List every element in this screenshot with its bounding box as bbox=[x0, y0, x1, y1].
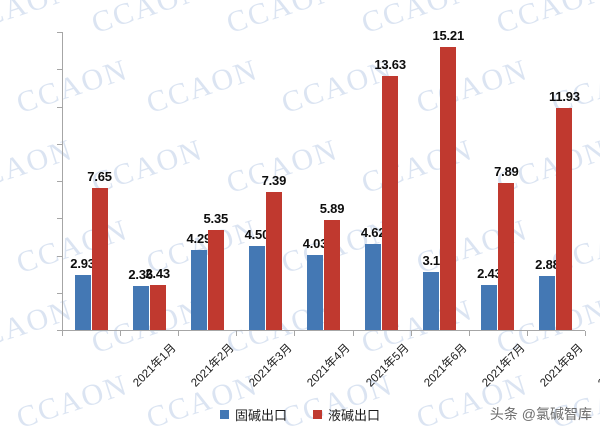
bar-value-label: 15.21 bbox=[432, 27, 464, 43]
bar-value-label: 2.93 bbox=[70, 256, 95, 272]
x-axis-tick-mark bbox=[469, 331, 470, 336]
x-axis-category-label: 2021年2月 bbox=[189, 342, 237, 390]
x-axis-category-label: 2021年7月 bbox=[479, 342, 528, 390]
bar-solid-alkali-export bbox=[365, 243, 382, 330]
bar-value-label: 3.1 bbox=[422, 253, 440, 269]
bar-value-label: 2.43 bbox=[477, 265, 502, 281]
bar-value-label: 4.50 bbox=[244, 227, 270, 243]
y-axis-tick-mark bbox=[57, 256, 62, 257]
x-axis-category-label: 2021年4月 bbox=[305, 342, 353, 390]
bar-value-label: 4.03 bbox=[302, 235, 328, 251]
legend-item[interactable]: 固碱出口 bbox=[219, 405, 287, 424]
bar-liquid-alkali-export bbox=[207, 230, 224, 330]
bar-value-label: 13.63 bbox=[374, 57, 406, 73]
x-axis-tick-mark bbox=[411, 331, 412, 336]
x-axis-category-label: 2021年5月 bbox=[363, 342, 412, 390]
x-axis-tick-mark bbox=[236, 331, 237, 336]
bar-liquid-alkali-export bbox=[440, 46, 457, 330]
x-axis-line bbox=[62, 330, 585, 331]
bar-solid-alkali-export bbox=[539, 276, 556, 330]
bar-value-label: 11.93 bbox=[549, 88, 580, 104]
bar-value-label: 4.29 bbox=[186, 231, 212, 247]
bar-value-label: 5.89 bbox=[319, 201, 345, 217]
bar-liquid-alkali-export bbox=[556, 107, 573, 330]
x-axis-tick-mark bbox=[353, 331, 354, 336]
y-axis-tick-mark bbox=[57, 181, 62, 182]
y-axis-tick-mark bbox=[57, 144, 62, 145]
y-axis-tick-mark bbox=[57, 69, 62, 70]
plot-area: 2.93 7.65 2.36 2.43 4.29 5.35 4.50 7.39 4.03 5.89… bbox=[62, 28, 585, 330]
legend-label: 液碱出口 bbox=[328, 408, 381, 423]
bar-value-label: 2.88 bbox=[535, 257, 560, 273]
bar-liquid-alkali-export bbox=[91, 187, 108, 330]
bar-liquid-alkali-export bbox=[382, 76, 399, 330]
x-axis-tick-mark bbox=[527, 331, 528, 336]
y-axis-line bbox=[62, 32, 63, 331]
bar-value-label: 2.36 bbox=[128, 267, 153, 283]
x-axis-tick-mark bbox=[120, 331, 121, 336]
legend-swatch-icon bbox=[219, 410, 229, 419]
bar-solid-alkali-export bbox=[74, 275, 91, 330]
legend-swatch-icon bbox=[313, 410, 322, 419]
bar-solid-alkali-export bbox=[423, 272, 440, 330]
x-axis-category-label: 2021年9月 bbox=[596, 342, 600, 390]
bar-solid-alkali-export bbox=[307, 254, 323, 330]
y-axis-tick-mark bbox=[57, 107, 62, 108]
y-axis-tick-mark bbox=[57, 218, 62, 219]
bar-value-label: 5.35 bbox=[203, 211, 229, 227]
bar-liquid-alkali-export bbox=[498, 183, 515, 330]
x-axis-tick-mark bbox=[294, 331, 295, 336]
y-axis-tick-mark bbox=[57, 293, 62, 294]
y-axis-tick-mark bbox=[57, 32, 62, 33]
bar-value-label: 4.62 bbox=[360, 224, 386, 240]
bar-solid-alkali-export bbox=[190, 250, 207, 330]
y-axis-tick-mark bbox=[57, 330, 62, 331]
bar-solid-alkali-export bbox=[132, 286, 149, 330]
chart-legend: 固碱出口 液碱出口 bbox=[0, 405, 600, 424]
x-axis-tick-mark bbox=[178, 331, 179, 336]
x-axis-category-label: 2021年3月 bbox=[247, 342, 295, 390]
bar-liquid-alkali-export bbox=[149, 284, 166, 330]
x-axis-category-label: 2021年8月 bbox=[538, 342, 586, 390]
bar-liquid-alkali-export bbox=[324, 220, 340, 330]
bar-value-label: 7.65 bbox=[87, 168, 112, 184]
attribution-text: 头条 @氯碱智库 bbox=[489, 406, 592, 422]
bar-solid-alkali-export bbox=[481, 284, 498, 330]
legend-item[interactable]: 液碱出口 bbox=[313, 405, 380, 424]
x-axis-tick-mark bbox=[585, 331, 586, 336]
bar-value-label: 7.39 bbox=[261, 173, 287, 189]
bar-value-label: 7.89 bbox=[494, 164, 519, 180]
x-axis-category-label: 2021年6月 bbox=[421, 342, 470, 390]
x-axis-tick-mark bbox=[62, 331, 63, 336]
bar-liquid-alkali-export bbox=[265, 192, 282, 330]
bar-solid-alkali-export bbox=[248, 246, 265, 330]
legend-label: 固碱出口 bbox=[234, 408, 287, 423]
bar-value-label: 2.43 bbox=[145, 265, 170, 281]
x-axis-category-label: 2021年1月 bbox=[131, 342, 179, 390]
